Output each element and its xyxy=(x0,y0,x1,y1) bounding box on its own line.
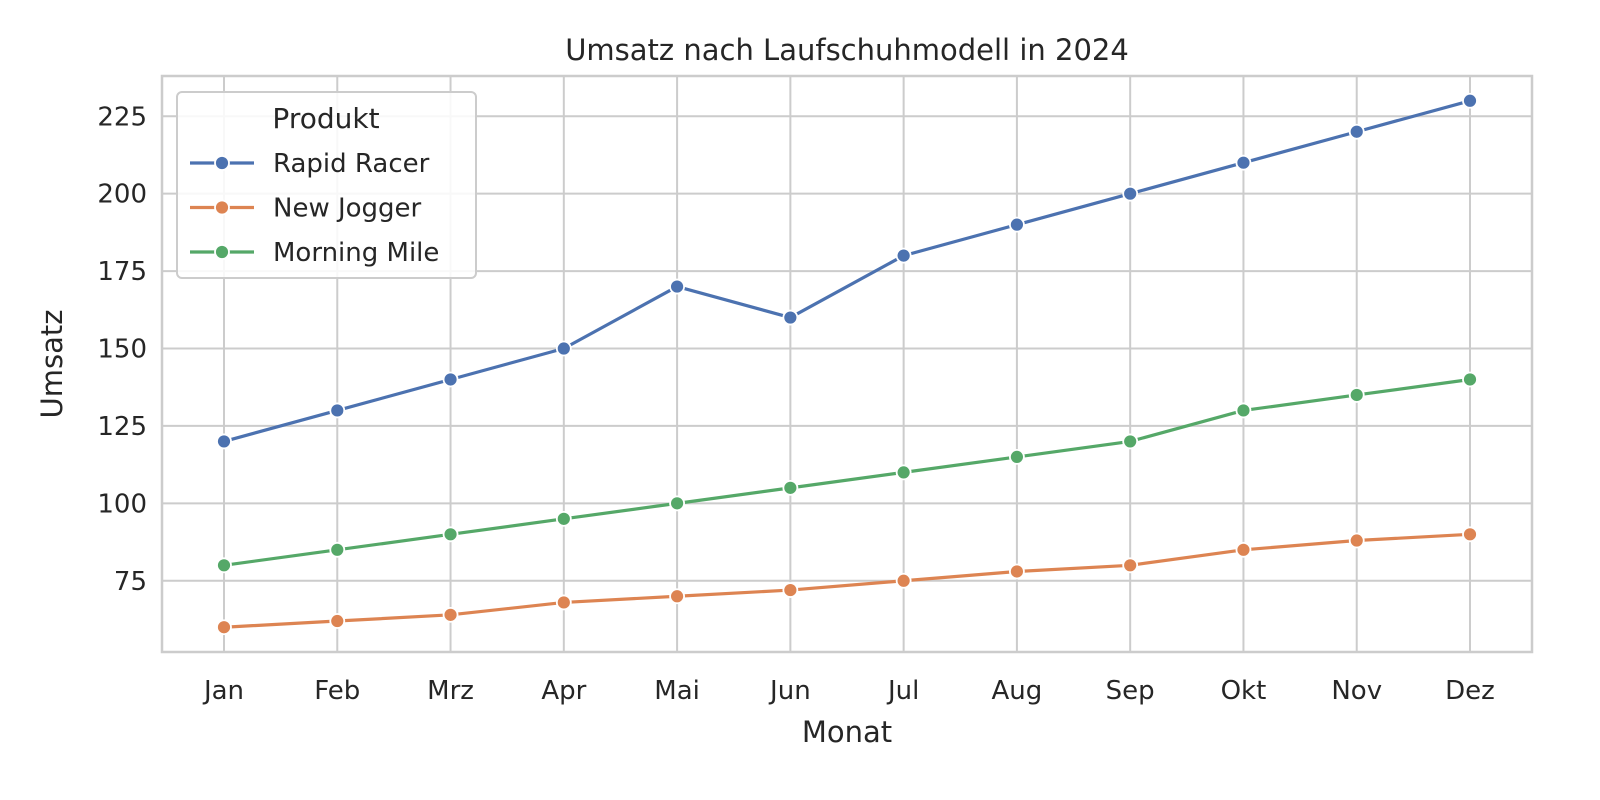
x-tick-label: Mai xyxy=(654,676,700,706)
data-point xyxy=(1235,402,1252,419)
data-point xyxy=(329,402,346,419)
data-point xyxy=(669,495,685,512)
legend-item: Rapid Racer xyxy=(190,149,430,179)
y-tick-label: 100 xyxy=(97,489,147,519)
y-tick-label: 175 xyxy=(97,257,147,287)
data-point xyxy=(1462,371,1478,388)
y-tick-label: 200 xyxy=(97,180,147,210)
series-rapid-racer xyxy=(216,92,1478,450)
data-point xyxy=(1235,541,1252,558)
legend: Produkt Rapid Racer New Jogger Morning Mil… xyxy=(176,91,477,279)
y-tick-label: 125 xyxy=(97,412,147,442)
x-tick-label: Nov xyxy=(1331,676,1382,706)
legend-items: Rapid Racer New Jogger Morning Mile xyxy=(190,149,439,268)
data-point xyxy=(1009,449,1025,465)
x-tick-label: Apr xyxy=(541,676,586,706)
data-point xyxy=(895,247,912,264)
data-point xyxy=(782,309,799,326)
data-point xyxy=(216,433,232,450)
data-point xyxy=(1462,92,1478,109)
y-tick-label: 75 xyxy=(114,567,147,597)
data-point xyxy=(1348,532,1365,549)
legend-marker xyxy=(214,155,230,171)
data-point xyxy=(895,572,912,589)
data-point xyxy=(1348,123,1365,140)
data-point xyxy=(1122,185,1139,202)
y-axis-label: Umsatz xyxy=(35,310,69,419)
series-morning-mile xyxy=(216,371,1478,574)
legend-box xyxy=(176,91,477,279)
data-point xyxy=(669,278,685,295)
data-point xyxy=(895,464,912,481)
data-point xyxy=(782,582,799,598)
x-tick-label: Jan xyxy=(202,676,244,706)
data-point xyxy=(1122,433,1139,450)
legend-title: Produkt xyxy=(272,102,379,135)
x-axis-label: Monat xyxy=(802,715,892,749)
plot-frame xyxy=(160,74,1534,654)
x-tick-label: Okt xyxy=(1221,676,1267,706)
x-tick-labels: Jan Feb Mrz Apr Mai Jun Jul Aug Sep Okt Nov Dez xyxy=(202,676,1495,706)
data-point xyxy=(555,510,572,527)
data-point xyxy=(1009,216,1025,233)
data-point xyxy=(216,557,232,574)
data-point xyxy=(216,619,232,636)
x-tick-label: Sep xyxy=(1106,676,1155,706)
data-point xyxy=(555,594,572,611)
data-point xyxy=(669,588,685,605)
data-point xyxy=(782,479,799,496)
series-layer xyxy=(216,92,1478,636)
legend-label: Rapid Racer xyxy=(273,149,430,179)
legend-marker xyxy=(214,199,230,216)
grid-layer xyxy=(162,76,1532,652)
data-point xyxy=(1235,154,1252,171)
data-point xyxy=(1462,526,1478,543)
x-tick-label: Aug xyxy=(992,676,1043,706)
y-tick-labels: 75 100 125 150 175 200 225 xyxy=(97,102,147,597)
series-line xyxy=(223,532,1471,629)
data-point xyxy=(442,606,459,623)
series-new-jogger xyxy=(216,526,1478,636)
x-tick-label: Feb xyxy=(314,676,360,706)
data-point xyxy=(442,526,459,543)
data-point xyxy=(1009,563,1025,580)
data-point xyxy=(1348,387,1365,403)
legend-label: New Jogger xyxy=(273,194,422,224)
data-point xyxy=(329,613,346,629)
legend-item: Morning Mile xyxy=(190,238,439,268)
data-point xyxy=(1122,557,1139,574)
x-tick-label: Jul xyxy=(886,676,919,706)
x-tick-label: Mrz xyxy=(427,676,474,706)
legend-marker xyxy=(214,244,230,260)
y-tick-label: 150 xyxy=(97,335,147,365)
y-tick-label: 225 xyxy=(97,102,147,132)
chart-title: Umsatz nach Laufschuhmodell in 2024 xyxy=(565,33,1129,67)
series-line xyxy=(223,377,1471,567)
legend-label: Morning Mile xyxy=(273,238,439,268)
series-line xyxy=(223,99,1471,443)
data-point xyxy=(555,340,572,357)
legend-item: New Jogger xyxy=(190,194,422,224)
x-tick-label: Dez xyxy=(1445,676,1495,706)
data-point xyxy=(329,541,346,558)
data-point xyxy=(442,371,459,388)
x-tick-label: Jun xyxy=(768,676,811,706)
